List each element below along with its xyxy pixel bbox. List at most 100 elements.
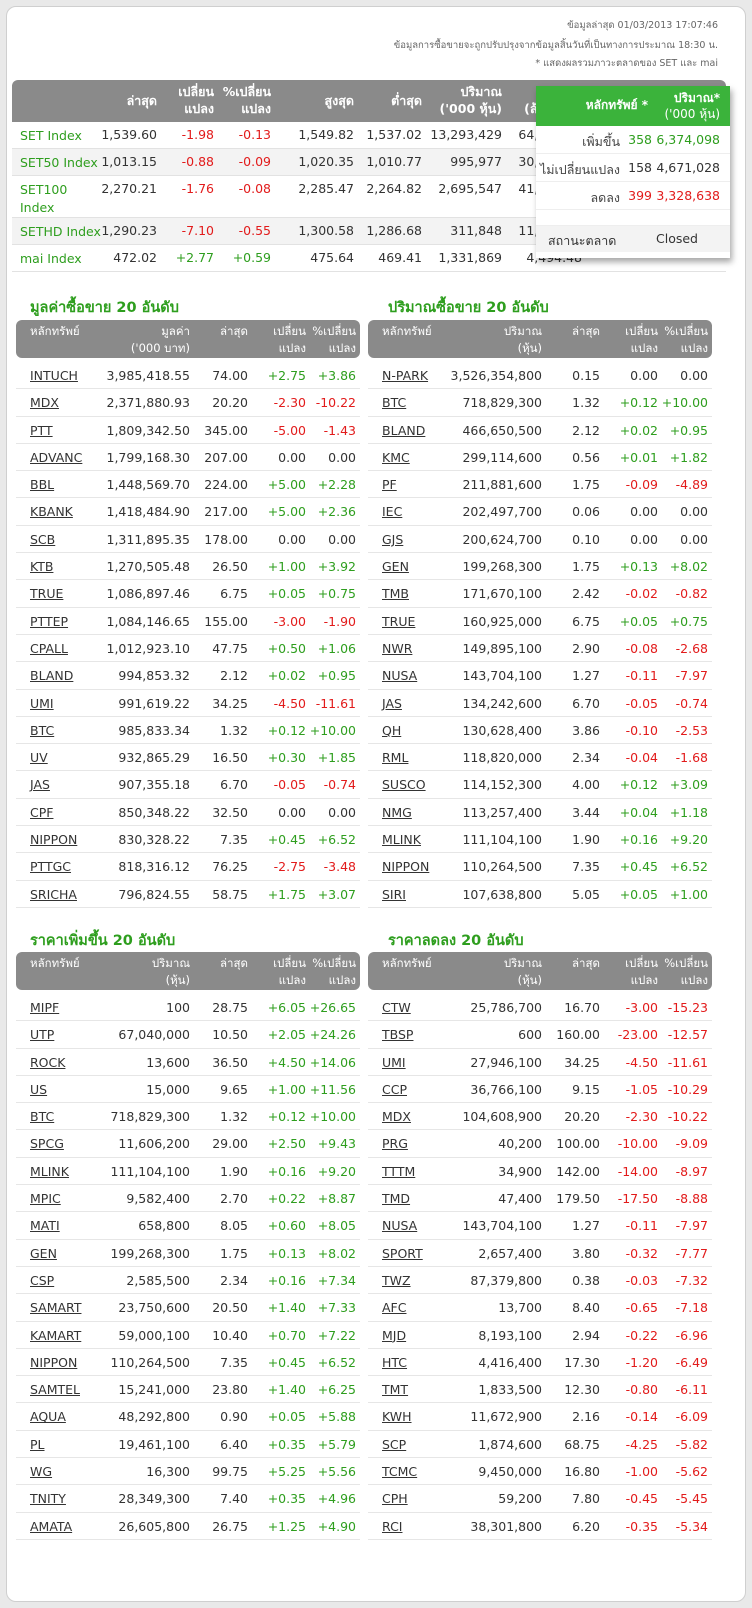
index-name-link[interactable]: SET Index [20,128,82,143]
security-link[interactable]: CCP [382,1081,407,1097]
security-link[interactable]: KAMART [30,1327,82,1343]
security-link[interactable]: TWZ [382,1272,411,1288]
security-link[interactable]: MJD [382,1327,407,1343]
security-link[interactable]: MLINK [30,1163,69,1179]
security-link[interactable]: TMD [382,1191,411,1207]
security-link[interactable]: AMATA [30,1518,73,1534]
security-link[interactable]: NIPPON [382,859,430,875]
security-link[interactable]: AFC [382,1300,407,1316]
table-row: SAMART 23,750,600 20.50 +1.40 +7.33 [16,1294,360,1322]
security-link[interactable]: PRG [382,1136,408,1152]
security-link[interactable]: HTC [382,1354,408,1370]
security-link[interactable]: GJS [382,531,404,547]
security-link[interactable]: IEC [382,504,403,520]
security-link[interactable]: CPF [30,804,54,820]
security-link[interactable]: JAS [382,695,402,711]
security-link[interactable]: TNITY [30,1491,66,1507]
security-link[interactable]: BLAND [382,422,426,438]
header-pct-2: แปลง [241,101,271,116]
security-link[interactable]: SPORT [382,1245,423,1261]
security-link[interactable]: PL [30,1436,45,1452]
security-link[interactable]: SAMART [30,1300,82,1316]
security-link[interactable]: BTC [382,395,407,411]
security-link[interactable]: N-PARK [382,368,429,383]
security-link[interactable]: KWH [382,1409,412,1425]
security-link[interactable]: UMI [382,1054,406,1070]
security-link[interactable]: CTW [382,1000,411,1015]
row-change: 0.00 [630,504,658,520]
security-link[interactable]: SIRI [382,886,406,902]
security-link[interactable]: RCI [382,1518,403,1534]
security-link[interactable]: SAMTEL [30,1382,80,1398]
security-link[interactable]: CSP [30,1272,55,1288]
security-link[interactable]: MPIC [30,1191,61,1207]
security-link[interactable]: BTC [30,1109,55,1125]
security-link[interactable]: MDX [382,1109,411,1125]
security-link[interactable]: KTB [30,559,54,575]
security-link[interactable]: NIPPON [30,1354,78,1370]
security-link[interactable]: UMI [30,695,54,711]
row-pct-change: -5.82 [675,1436,708,1452]
security-link[interactable]: SRICHA [30,886,77,902]
security-link[interactable]: TCMC [382,1464,418,1480]
row-col1: 932,865.29 [118,750,190,766]
security-link[interactable]: PTTGC [30,859,72,875]
security-link[interactable]: MLINK [382,832,421,848]
security-link[interactable]: SCP [382,1436,407,1452]
security-link[interactable]: PF [382,477,397,493]
security-link[interactable]: WG [30,1464,53,1480]
row-change: +0.12 [267,1109,306,1125]
index-name-link[interactable]: SETHD Index [20,224,101,239]
security-link[interactable]: BTC [30,722,55,738]
index-name-link[interactable]: mai Index [20,251,82,266]
security-link[interactable]: UTP [30,1027,55,1043]
security-link[interactable]: KMC [382,449,410,465]
security-link[interactable]: TBSP [382,1027,414,1043]
security-link[interactable]: NUSA [382,1218,418,1234]
security-link[interactable]: TRUE [30,586,64,602]
security-link[interactable]: ROCK [30,1054,66,1070]
security-link[interactable]: SUSCO [382,777,426,793]
security-link[interactable]: AQUA [30,1409,66,1425]
security-link[interactable]: SCB [30,531,56,547]
row-change: +4.50 [267,1054,306,1070]
security-link[interactable]: BLAND [30,668,74,684]
security-link[interactable]: NIPPON [30,832,78,848]
index-name-link[interactable]: SET100 Index [20,182,68,215]
row-last: 29.00 [212,1136,248,1152]
security-link[interactable]: MIPF [30,1000,60,1015]
security-link[interactable]: GEN [30,1245,57,1261]
security-link[interactable]: TRUE [382,613,416,629]
index-name-link[interactable]: SET50 Index [20,155,98,170]
security-link[interactable]: INTUCH [30,368,78,383]
security-link[interactable]: QH [382,722,402,738]
security-link[interactable]: ADVANC [30,449,83,465]
security-link[interactable]: GEN [382,559,409,575]
security-link[interactable]: US [30,1081,48,1097]
security-link[interactable]: NWR [382,640,413,656]
security-link[interactable]: BBL [30,477,55,493]
row-pct-change: -5.62 [675,1464,708,1480]
security-link[interactable]: MDX [30,395,59,411]
row-last: 7.35 [572,859,600,875]
security-link[interactable]: TMT [382,1382,409,1398]
security-link[interactable]: PTTEP [30,613,69,629]
security-link[interactable]: NUSA [382,668,418,684]
security-link[interactable]: NMG [382,804,412,820]
row-last: 6.40 [220,1436,248,1452]
security-link[interactable]: JAS [30,777,50,793]
security-link[interactable]: TMB [382,586,409,602]
security-link[interactable]: CPALL [30,640,68,656]
security-link[interactable]: MATI [30,1218,60,1234]
security-link[interactable]: UV [30,750,48,766]
security-link[interactable]: PTT [30,422,53,438]
security-link[interactable]: CPH [382,1491,408,1507]
row-change: +1.00 [267,559,306,575]
security-link[interactable]: KBANK [30,504,73,520]
security-link[interactable]: RML [382,750,409,766]
security-link[interactable]: TTTM [382,1163,416,1179]
row-pct-change: -11.61 [315,695,356,711]
security-link[interactable]: SPCG [30,1136,64,1152]
row-last: 5.05 [572,886,600,902]
header-volume: ปริมาณ* [673,91,720,105]
